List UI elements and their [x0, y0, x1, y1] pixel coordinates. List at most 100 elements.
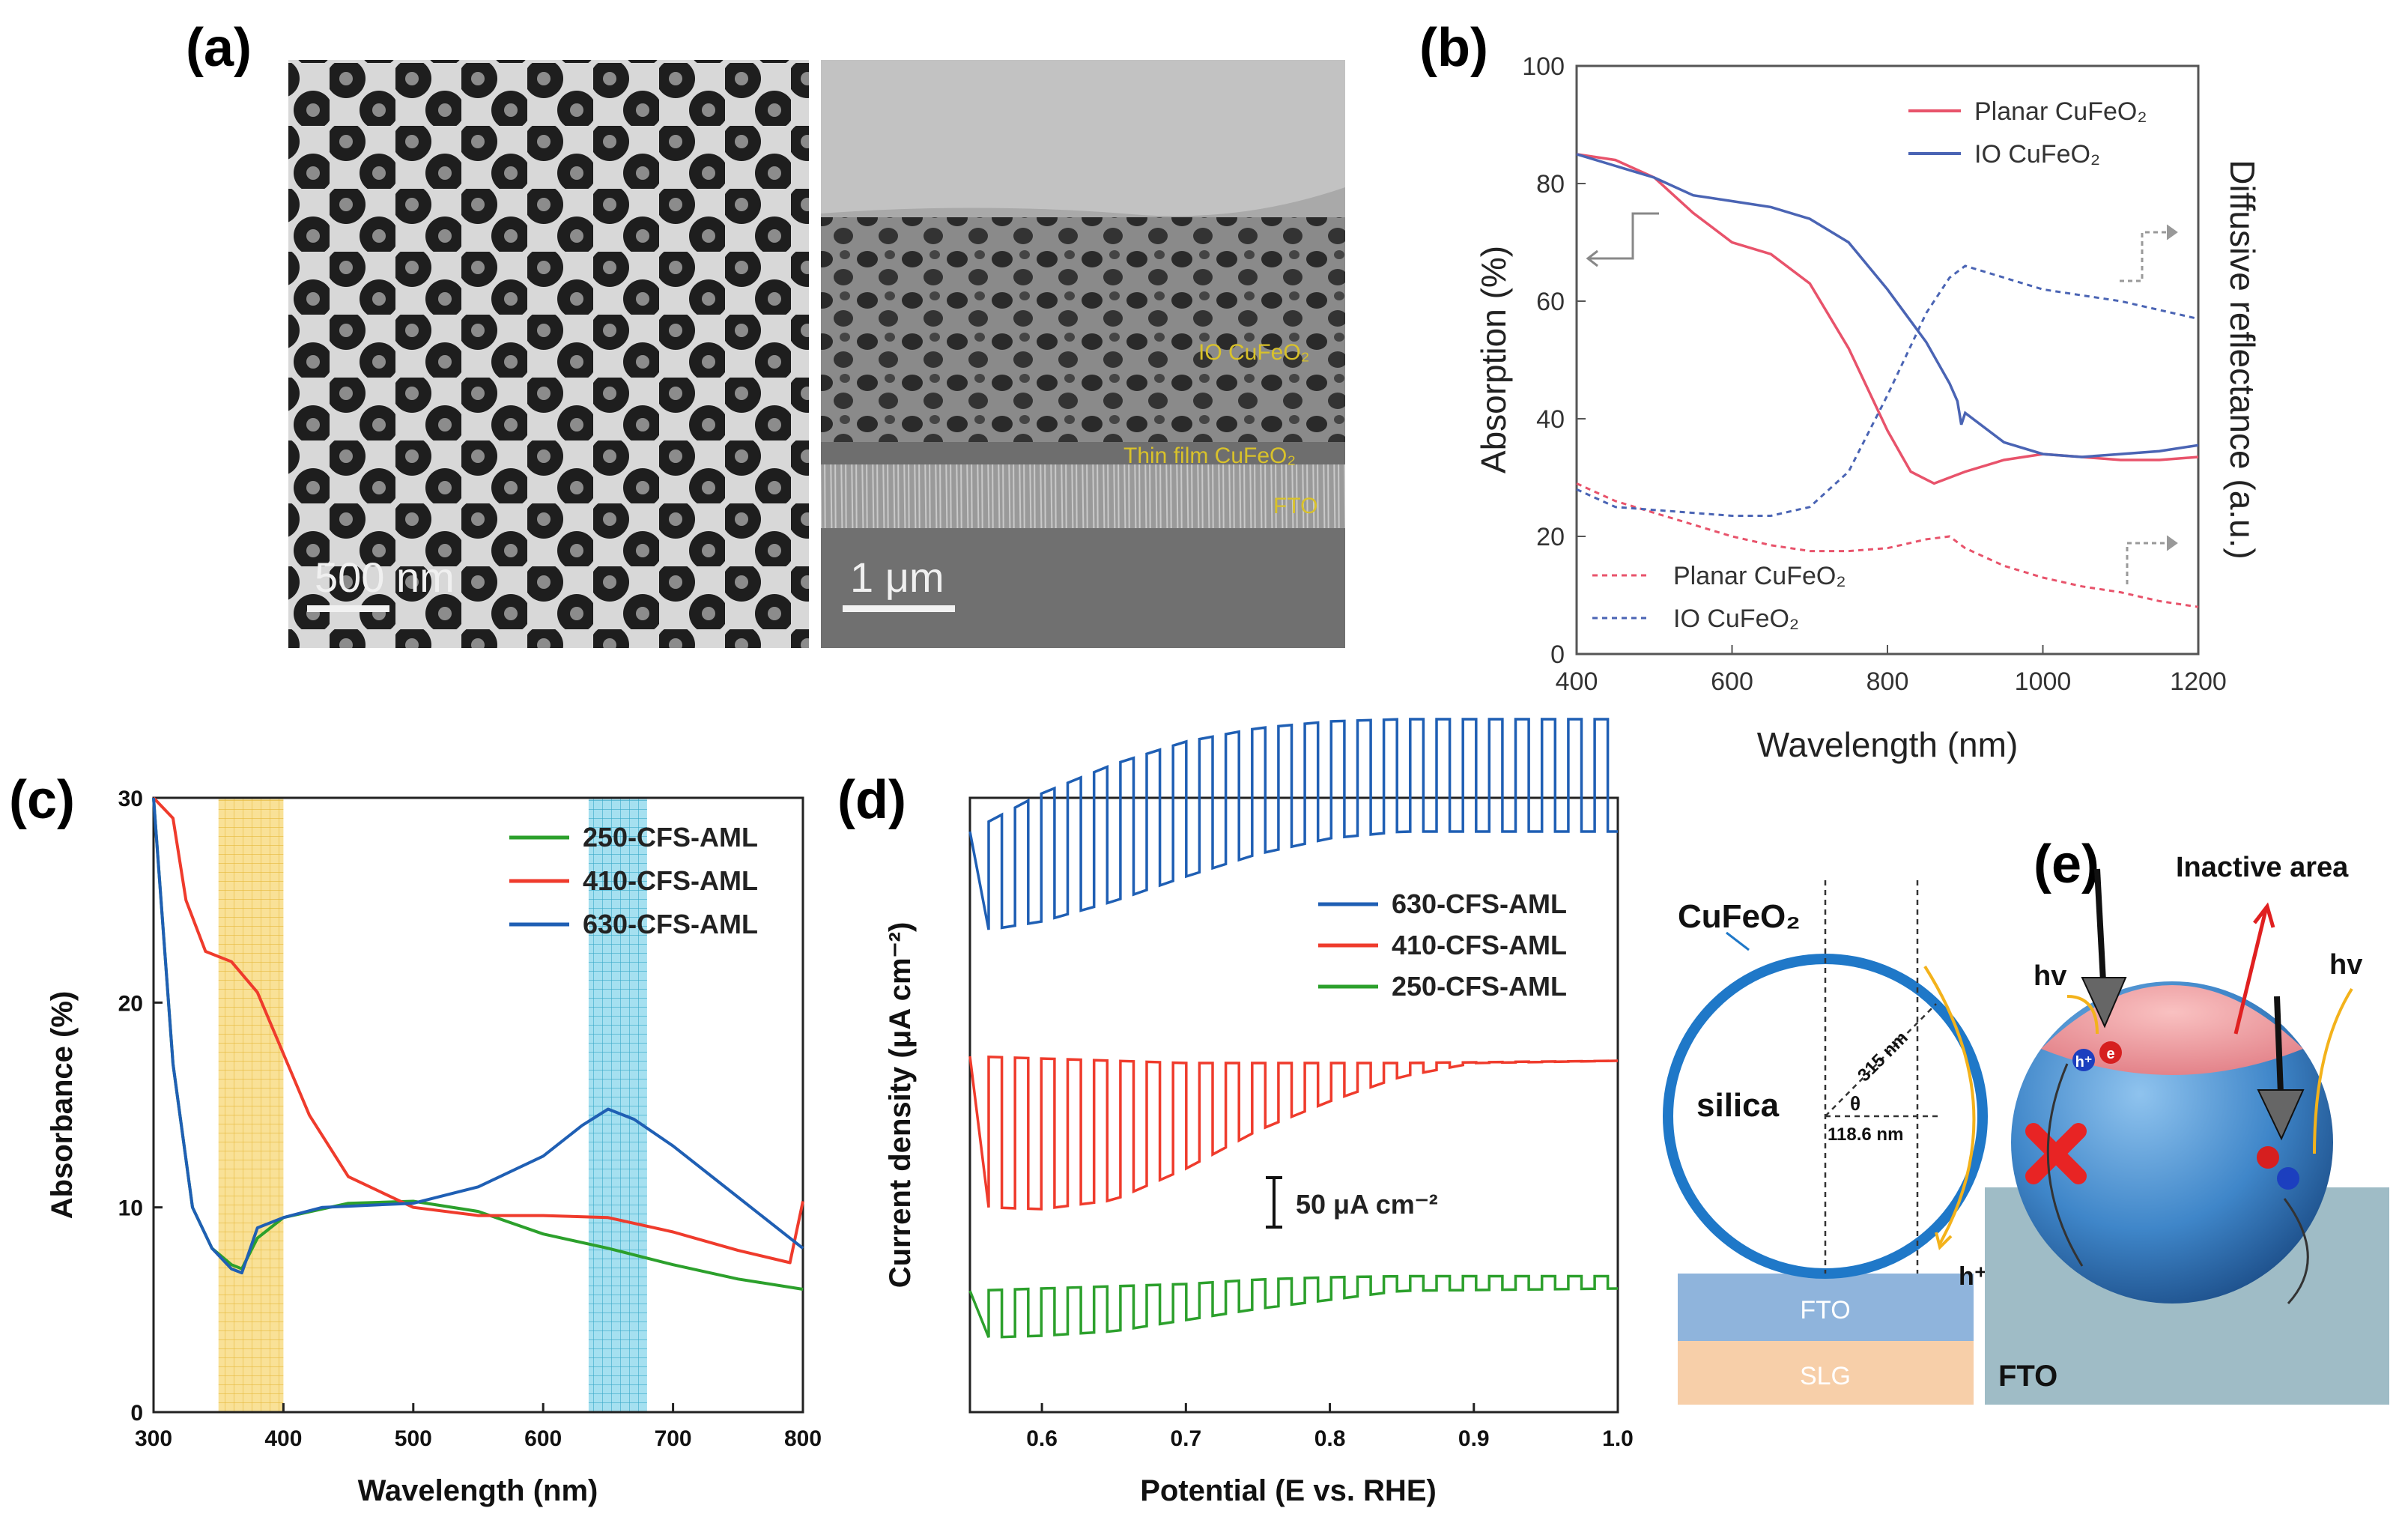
chart-d-xtick-label: 0.9	[1458, 1426, 1490, 1451]
offset-label: 118.6 nm	[1828, 1124, 1903, 1145]
chart-d-xlabel: Potential (E vs. RHE)	[1140, 1474, 1437, 1507]
chart-d-series-1	[968, 1055, 1619, 1211]
inactive-arrow	[2233, 909, 2268, 1035]
legend-d-410: 410-CFS-AML	[1392, 930, 1567, 960]
legend-c-410: 410-CFS-AML	[583, 865, 758, 896]
sem-cross-section: IO CuFeO₂ Thin film CuFeO₂ FTO 1 μm	[821, 60, 1345, 648]
panel-label-b: (b)	[1419, 18, 1488, 78]
highlight-band-630	[588, 798, 647, 1412]
radius-line	[1825, 1003, 1937, 1117]
hplus-label: h⁺	[1959, 1262, 1988, 1291]
silica-label: silica	[1696, 1087, 1780, 1124]
chart-c-xtick-label: 400	[264, 1426, 302, 1451]
transport-path-1	[2046, 1063, 2084, 1267]
cufeo2-label: CuFeO₂	[1678, 898, 1801, 935]
legend-b-dashed-io: IO CuFeO₂	[1673, 605, 1799, 633]
chart-b-series-0	[1576, 153, 2199, 485]
chart-b-frame	[1575, 64, 2200, 655]
probe-tip-2	[2257, 1089, 2305, 1141]
schematic-left: FTO SLG CuFeO₂ silica 315 nm θ 118.6 nm …	[1663, 880, 1988, 1405]
chart-c-xtick-label: 500	[395, 1426, 432, 1451]
chart-d-xtick-label: 1.0	[1602, 1426, 1634, 1451]
chart-c-legend: 250-CFS-AML 410-CFS-AML 630-CFS-AML	[509, 822, 758, 939]
light-arrow-1	[2066, 995, 2099, 1035]
scale-bar-500nm	[307, 605, 389, 612]
electron-carrier-2	[2257, 1146, 2279, 1169]
scale-bar-50uA: 50 μA cm⁻²	[1266, 1176, 1438, 1229]
chart-b-series-1	[1576, 153, 2199, 458]
legend-b-solid-io: IO CuFeO₂	[1974, 140, 2100, 169]
thin-film-label: Thin film CuFeO₂	[1123, 443, 1296, 468]
highlight-band-uv	[218, 798, 284, 1412]
chart-b-xtick-label: 1000	[2015, 667, 2072, 696]
sem-top-view: 500 nm	[288, 60, 809, 648]
chart-d-xtick-label: 0.6	[1026, 1426, 1058, 1451]
hv-label-2: hv	[2329, 949, 2362, 981]
chart-c-ylabel: Absorbance (%)	[46, 991, 79, 1220]
chart-b-legend-dashed: Planar CuFeO₂ IO CuFeO₂	[1592, 562, 1846, 633]
transport-path-2	[2283, 1198, 2309, 1305]
chart-b-ytick-label: 100	[1522, 52, 1565, 81]
fto-substrate-label: FTO	[1998, 1360, 2057, 1393]
chart-d-xtick-label: 0.7	[1170, 1426, 1201, 1451]
chart-c-series-2	[152, 797, 804, 1275]
legend-d-250: 250-CFS-AML	[1392, 971, 1567, 1002]
chart-d-series-0	[968, 718, 1618, 930]
chart-b: 400 600 800 1000 1200 0 20 40 60 80 100 Wavelength…	[1474, 52, 2262, 764]
legend-c-250: 250-CFS-AML	[583, 822, 758, 853]
chart-b-ytick-label: 0	[1550, 641, 1565, 669]
panel-label-d: (d)	[837, 770, 906, 830]
chart-b-series-3	[1576, 264, 2199, 517]
slg-block	[1678, 1341, 1974, 1405]
hole-path-arrow	[1923, 965, 1976, 1244]
chart-c-series-1	[152, 796, 804, 1265]
chart-c-xtick-label: 300	[135, 1426, 172, 1451]
legend-b-dashed-planar: Planar CuFeO₂	[1673, 562, 1846, 590]
sem-top-view-image	[288, 60, 809, 648]
fto-label: FTO	[1273, 494, 1317, 518]
hole-carrier-2	[2277, 1167, 2299, 1190]
hole-carrier-1-label: h⁺	[2075, 1054, 2093, 1071]
io-cufeo2-label: IO CuFeO₂	[1198, 340, 1309, 365]
blocked-path-x	[2025, 1123, 2087, 1184]
chart-c-ytick-label: 30	[118, 787, 143, 811]
chart-c-xtick-label: 700	[655, 1426, 692, 1451]
left-axis-arrow	[1588, 212, 1659, 260]
electron-carrier-1	[2099, 1041, 2122, 1064]
fto-block-label: FTO	[1800, 1296, 1850, 1324]
chart-b-ylabel: Absorption (%)	[1474, 246, 1513, 473]
chart-c-xlabel: Wavelength (nm)	[358, 1474, 598, 1507]
legend-d-630: 630-CFS-AML	[1392, 888, 1567, 919]
glass-substrate	[821, 528, 1345, 648]
chart-d: 0.6 0.7 0.8 0.9 1.0 Potential (E vs. RHE) Cu…	[884, 718, 1634, 1507]
hole-carrier-1	[2072, 1049, 2095, 1071]
panel-label-e: (e)	[2034, 835, 2099, 894]
fto-layer	[821, 464, 1345, 528]
scale-bar-500nm-label: 500 nm	[315, 554, 455, 601]
chart-c-frame	[152, 796, 804, 1414]
legend-c-630: 630-CFS-AML	[583, 909, 758, 939]
schematic-right: FTO Inactive area hv hv h⁺ e	[1985, 852, 2389, 1405]
slg-block-label: SLG	[1800, 1362, 1851, 1390]
theta-label: θ	[1850, 1092, 1860, 1115]
probe-tip-1	[2081, 977, 2127, 1029]
scale-bar-50uA-label: 50 μA cm⁻²	[1296, 1189, 1438, 1220]
electron-carrier-1-label: e	[2106, 1046, 2114, 1062]
legend-b-solid-planar: Planar CuFeO₂	[1974, 97, 2147, 126]
chart-b-ytick-label: 60	[1536, 288, 1565, 316]
chart-d-legend: 630-CFS-AML 410-CFS-AML 250-CFS-AML	[1318, 888, 1567, 1002]
panel-label-a: (a)	[186, 18, 252, 78]
chart-c-ytick-label: 20	[118, 991, 143, 1016]
chart-b-ytick-label: 80	[1536, 170, 1565, 199]
chart-d-frame	[968, 796, 1619, 1414]
chart-b-xtick-label: 1200	[2170, 667, 2227, 696]
chart-b-ylabel-right: Diffusive reflectance (a.u.)	[2223, 160, 2262, 560]
chart-d-xtick-label: 0.8	[1314, 1426, 1346, 1451]
inactive-area-label: Inactive area	[2176, 852, 2349, 883]
chart-b-series-2	[1576, 482, 2199, 608]
chart-b-ytick-label: 40	[1536, 405, 1565, 434]
panel-label-c: (c)	[9, 770, 75, 830]
chart-b-ytick-label: 20	[1536, 523, 1565, 551]
right-axis-arrow-bottom	[2126, 542, 2176, 584]
